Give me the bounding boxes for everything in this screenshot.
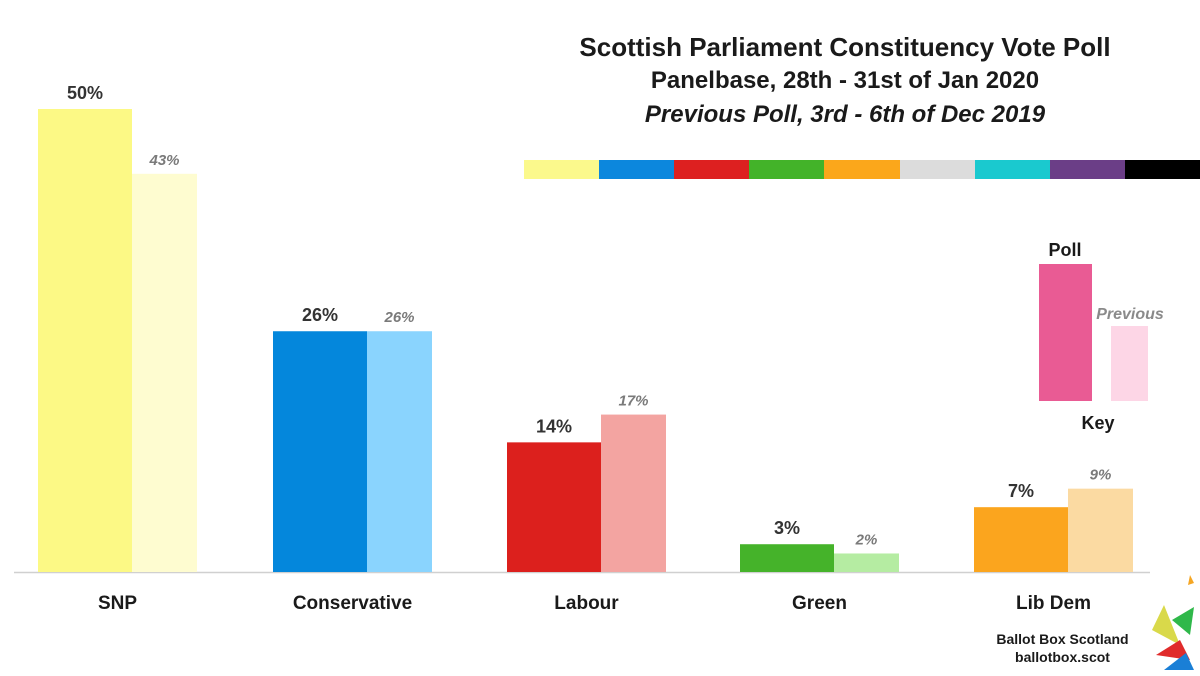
data-label-poll: 26% — [302, 305, 338, 325]
credit-site: ballotbox.scot — [1015, 649, 1110, 665]
color-strip-swatch — [674, 160, 750, 179]
category-label: SNP — [98, 593, 137, 614]
color-strip-swatch — [1049, 160, 1125, 179]
category-label: Conservative — [293, 593, 412, 614]
bar-previous-lib-dem — [1068, 488, 1133, 572]
bar-poll-green — [740, 544, 834, 572]
data-label-previous: 17% — [618, 393, 648, 410]
credit-block: Ballot Box Scotland ballotbox.scot — [985, 630, 1140, 666]
key-previous-swatch — [1111, 326, 1148, 401]
previous-poll-label: Previous Poll, 3rd - 6th of Dec 2019 — [644, 101, 1046, 128]
color-strip-swatch — [599, 160, 675, 179]
data-label-previous: 26% — [383, 309, 414, 326]
data-label-previous: 9% — [1090, 467, 1112, 484]
credit-name: Ballot Box Scotland — [996, 631, 1129, 647]
ballot-box-logo — [1152, 575, 1194, 670]
key-label: Key — [1081, 413, 1114, 433]
bar-previous-conservative — [367, 331, 432, 572]
party-color-strip — [524, 160, 1200, 179]
color-strip-swatch — [524, 160, 600, 179]
data-label-poll: 50% — [67, 83, 103, 103]
color-strip-swatch — [824, 160, 900, 179]
chart-title-block: Scottish Parliament Constituency Vote Po… — [545, 30, 1145, 132]
data-label-previous: 43% — [148, 152, 179, 169]
data-label-poll: 14% — [536, 416, 572, 436]
key-poll-swatch — [1039, 264, 1092, 401]
color-strip-swatch — [899, 160, 975, 179]
bar-previous-green — [834, 553, 899, 572]
color-strip-swatch — [1124, 160, 1200, 179]
category-label: Lib Dem — [1016, 593, 1091, 614]
data-label-previous: 2% — [855, 531, 878, 548]
category-label: Labour — [554, 593, 619, 614]
key-poll-label: Poll — [1048, 240, 1081, 260]
bar-poll-conservative — [273, 331, 367, 572]
color-strip-swatch — [749, 160, 825, 179]
key-previous-label: Previous — [1096, 306, 1164, 323]
bar-previous-labour — [601, 414, 666, 572]
color-strip-swatch — [974, 160, 1050, 179]
data-label-poll: 7% — [1008, 481, 1034, 501]
data-label-poll: 3% — [774, 518, 800, 538]
bar-previous-snp — [132, 173, 197, 572]
bar-poll-labour — [507, 442, 601, 572]
chart-subtitle: Panelbase, 28th - 31st of Jan 2020 — [650, 67, 1040, 94]
chart-title: Scottish Parliament Constituency Vote Po… — [579, 32, 1111, 62]
bar-poll-snp — [38, 109, 132, 572]
category-label: Green — [792, 593, 847, 614]
bar-poll-lib-dem — [974, 507, 1068, 572]
